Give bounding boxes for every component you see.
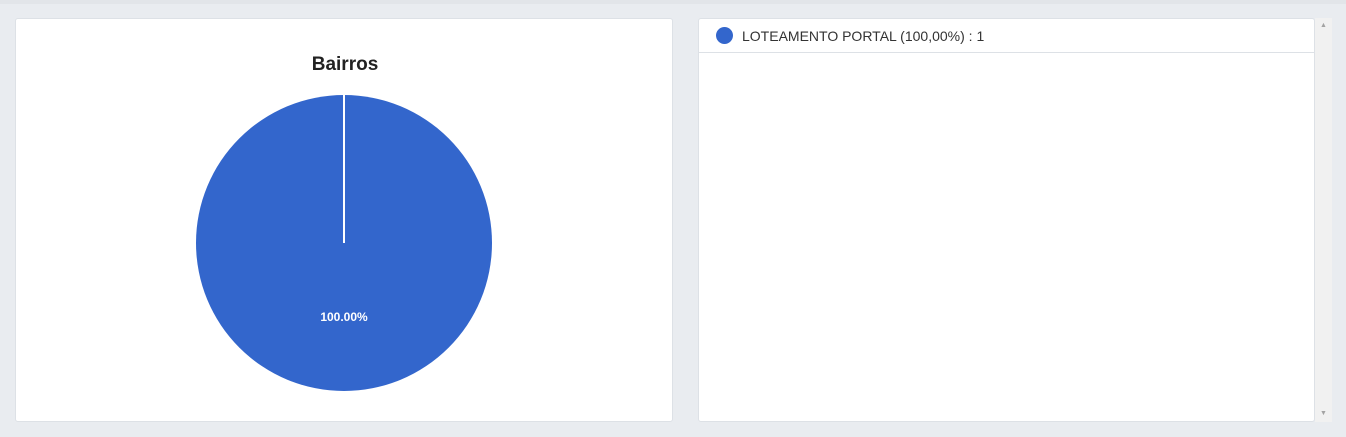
chart-title: Bairros — [312, 54, 379, 75]
top-strip — [0, 0, 1346, 4]
scroll-up-arrow-icon[interactable]: ▲ — [1320, 22, 1327, 29]
chart-panel: Bairros 100.00% — [15, 18, 673, 422]
vertical-scrollbar[interactable]: ▲ ▼ — [1315, 18, 1332, 422]
legend-item[interactable]: LOTEAMENTO PORTAL (100,00%) : 1 — [699, 19, 1314, 53]
slice-percent-label: 100.00% — [320, 310, 368, 324]
legend-item-label: LOTEAMENTO PORTAL (100,00%) : 1 — [742, 27, 985, 44]
legend-list: LOTEAMENTO PORTAL (100,00%) : 1 — [699, 19, 1314, 53]
scroll-down-arrow-icon[interactable]: ▼ — [1320, 410, 1327, 417]
pie-slices: 100.00% — [196, 95, 492, 391]
legend-color-dot-icon — [716, 27, 733, 44]
pie-chart: Bairros 100.00% — [196, 54, 492, 391]
legend-panel: LOTEAMENTO PORTAL (100,00%) : 1 — [698, 18, 1315, 422]
